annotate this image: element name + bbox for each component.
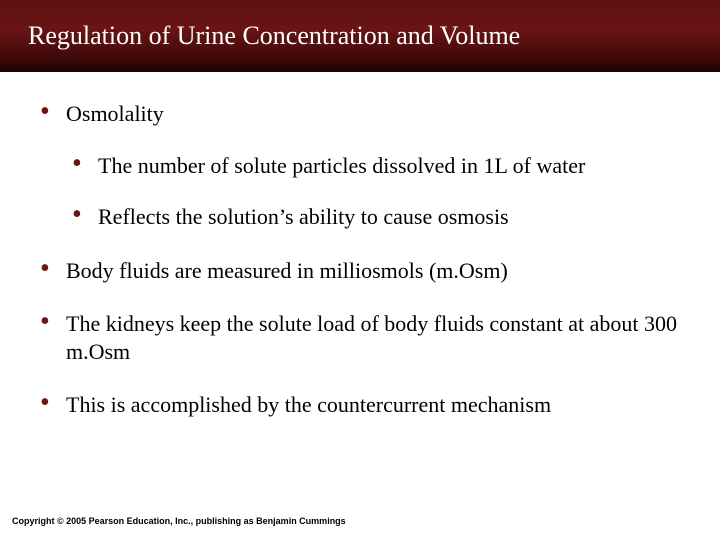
sub-bullet-item: Reflects the solution’s ability to cause… (66, 203, 686, 231)
bullet-text: Osmolality (66, 101, 164, 126)
sub-bullet-text: The number of solute particles dissolved… (98, 153, 585, 178)
bullet-item: The kidneys keep the solute load of body… (34, 310, 686, 365)
copyright-footer: Copyright © 2005 Pearson Education, Inc.… (12, 516, 346, 526)
bullet-item: This is accomplished by the countercurre… (34, 391, 686, 419)
bullet-list: Osmolality The number of solute particle… (34, 100, 686, 419)
sub-bullet-item: The number of solute particles dissolved… (66, 152, 686, 180)
bullet-item: Osmolality The number of solute particle… (34, 100, 686, 231)
sub-bullet-list: The number of solute particles dissolved… (66, 152, 686, 231)
sub-bullet-text: Reflects the solution’s ability to cause… (98, 204, 509, 229)
bullet-text: Body fluids are measured in milliosmols … (66, 258, 508, 283)
slide-content: Osmolality The number of solute particle… (0, 72, 720, 419)
bullet-text: The kidneys keep the solute load of body… (66, 311, 677, 364)
bullet-item: Body fluids are measured in milliosmols … (34, 257, 686, 285)
slide-title: Regulation of Urine Concentration and Vo… (28, 21, 520, 51)
slide-header: Regulation of Urine Concentration and Vo… (0, 0, 720, 72)
bullet-text: This is accomplished by the countercurre… (66, 392, 551, 417)
